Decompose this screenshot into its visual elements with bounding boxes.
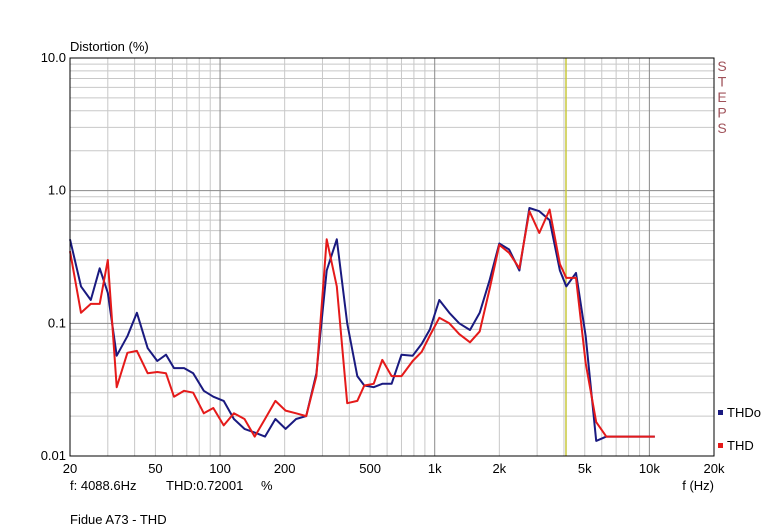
x-tick-label: 20k: [704, 461, 725, 476]
x-axis-label: f (Hz): [682, 478, 714, 493]
cursor-frequency-readout: f: 4088.6Hz: [70, 478, 137, 493]
steps-letter: S: [717, 58, 726, 74]
plot-frame: [69, 57, 715, 457]
steps-letter: T: [718, 74, 727, 90]
legend-label: THD: [727, 438, 754, 453]
x-tick-label: 2k: [492, 461, 506, 476]
series-line-thd: [69, 208, 655, 438]
series-line-thdo: [69, 207, 655, 442]
major-grid: [70, 58, 714, 456]
x-tick-label: 10k: [639, 461, 660, 476]
steps-letter: S: [717, 120, 726, 136]
steps-letter: P: [717, 105, 726, 121]
x-tick-label: 5k: [578, 461, 592, 476]
legend: THDo THD: [718, 405, 761, 453]
cursor-unit-readout: %: [261, 478, 273, 493]
y-tick-labels: 0.01 0.1 1.0 10.0: [41, 50, 66, 463]
x-tick-label: 20: [63, 461, 77, 476]
x-tick-labels: 20 50 100 200 500 1k 2k 5k 10k 20k: [63, 461, 725, 476]
x-tick-label: 200: [274, 461, 296, 476]
x-tick-label: 50: [148, 461, 162, 476]
minor-grid: [69, 58, 715, 456]
cursor-value-readout: THD:0.72001: [166, 478, 243, 493]
y-axis-label: Distortion (%): [70, 39, 149, 54]
footer-title: Fidue A73 - THD: [70, 512, 167, 527]
steps-letter: E: [717, 89, 726, 105]
y-tick-label: 0.1: [48, 315, 66, 330]
legend-swatch: [718, 410, 723, 415]
legend-swatch: [718, 443, 723, 448]
x-tick-label: 500: [359, 461, 381, 476]
y-tick-label: 0.01: [41, 448, 66, 463]
y-tick-label: 1.0: [48, 183, 66, 198]
y-tick-label: 10.0: [41, 50, 66, 65]
legend-label: THDo: [727, 405, 761, 420]
series-layer: [69, 207, 655, 442]
x-tick-label: 100: [209, 461, 231, 476]
x-tick-label: 1k: [428, 461, 442, 476]
